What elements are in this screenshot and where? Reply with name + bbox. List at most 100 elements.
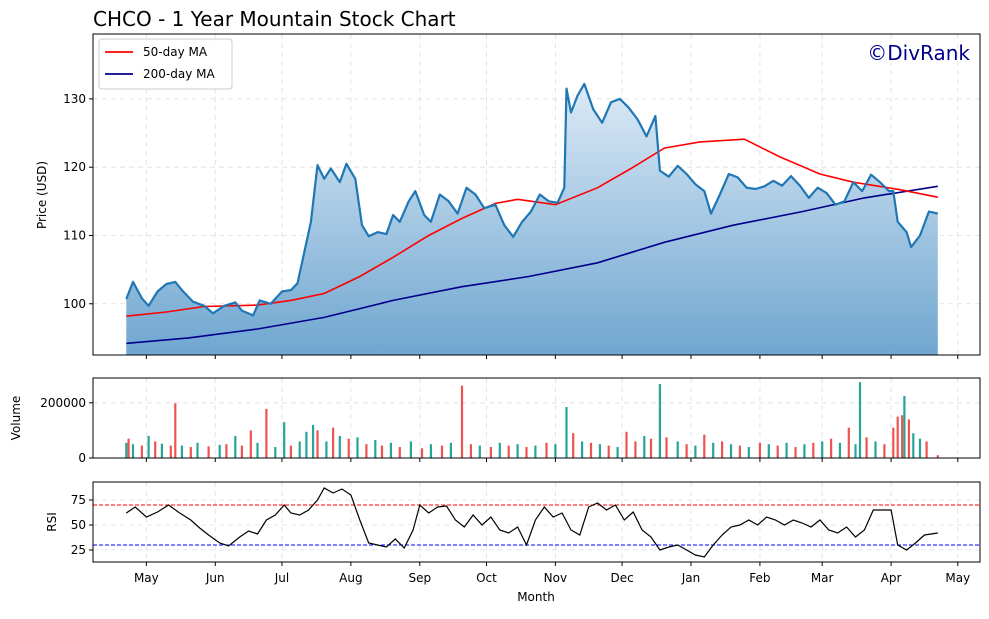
volume-bar — [274, 447, 277, 458]
y-tick-label: 130 — [63, 92, 86, 106]
volume-bar — [489, 447, 492, 458]
x-tick-label: Oct — [476, 571, 497, 585]
legend-label-ma50: 50-day MA — [143, 45, 208, 59]
volume-bar — [721, 441, 724, 458]
volume-bar — [389, 442, 392, 458]
volume-bar — [616, 447, 619, 458]
volume-bar — [665, 437, 668, 458]
volume-bar — [174, 403, 177, 458]
volume-bar — [785, 442, 788, 458]
volume-bar — [703, 434, 706, 458]
x-tick-label: Apr — [881, 571, 902, 585]
x-tick-label: May — [134, 571, 159, 585]
volume-bar — [249, 430, 252, 458]
legend-label-ma200: 200-day MA — [143, 67, 215, 81]
ma50-line — [126, 138, 938, 317]
volume-bar — [896, 416, 899, 458]
volume-bar — [305, 431, 308, 458]
chart-title: CHCO - 1 Year Mountain Stock Chart — [93, 7, 456, 31]
x-tick-label: May — [945, 571, 970, 585]
volume-bar — [625, 431, 628, 458]
volume-bar — [776, 445, 779, 458]
volume-bar — [607, 445, 610, 458]
price-panel-frame — [92, 33, 981, 356]
volume-bar — [883, 444, 886, 458]
x-tick-label: Aug — [339, 571, 362, 585]
volume-bar — [874, 441, 877, 458]
price-mountain-area — [126, 83, 938, 355]
volume-bar — [729, 444, 733, 458]
volume-bar — [738, 445, 741, 458]
x-tick-label: Jun — [205, 571, 225, 585]
volume-bar — [598, 444, 601, 458]
volume-bar — [821, 441, 824, 458]
rsi-y-label: RSI — [45, 512, 59, 532]
y-tick-label: 50 — [71, 518, 86, 532]
volume-bar — [316, 430, 319, 458]
volume-y-label: Volume — [9, 396, 23, 441]
volume-bar — [892, 427, 895, 458]
volume-bar — [225, 444, 228, 458]
volume-bar — [794, 447, 797, 458]
volume-bar — [545, 442, 548, 458]
volume-bar — [554, 444, 557, 458]
volume-bar — [498, 442, 501, 458]
volume-bar — [298, 441, 301, 458]
volume-bar — [154, 441, 157, 458]
volume-bar — [565, 407, 568, 458]
volume-bar — [469, 444, 472, 458]
volume-bar — [169, 445, 172, 458]
volume-bar — [865, 437, 868, 458]
volume-bar — [516, 444, 519, 458]
x-tick-label: Sep — [408, 571, 431, 585]
volume-bar — [712, 442, 715, 458]
volume-bar — [338, 435, 341, 458]
volume-bar — [694, 445, 697, 458]
volume-bar — [440, 445, 444, 458]
volume-bar — [147, 435, 150, 458]
x-axis-ticks: May Jun Jul Aug Sep Oct Nov Dec Jan Feb Mar Apr May — [134, 355, 970, 585]
y-tick-label: 110 — [63, 228, 86, 242]
volume-bar — [265, 408, 268, 458]
volume-bar — [572, 433, 575, 458]
x-tick-label: Jan — [681, 571, 701, 585]
volume-bar — [936, 455, 939, 458]
volume-bar — [581, 441, 584, 458]
volume-bar — [903, 395, 906, 458]
volume-bar — [847, 427, 850, 458]
volume-bar — [325, 441, 328, 458]
volume-bar — [398, 447, 401, 458]
x-axis-label: Month — [517, 590, 555, 604]
volume-bar — [685, 444, 688, 458]
volume-bar — [589, 442, 593, 458]
volume-bars — [125, 382, 939, 458]
volume-bar — [365, 444, 368, 458]
y-tick-label: 75 — [71, 493, 86, 507]
volume-bar — [196, 442, 199, 458]
volume-bar — [838, 442, 841, 458]
legend: 50-day MA 200-day MA — [98, 38, 233, 90]
volume-bar — [925, 441, 928, 458]
price-y-label: Price (USD) — [35, 161, 49, 229]
x-tick-label: Jul — [274, 571, 289, 585]
x-tick-label: Dec — [610, 571, 633, 585]
volume-bar — [180, 445, 183, 458]
volume-bar — [374, 440, 377, 458]
rsi-panel-frame — [92, 481, 981, 563]
y-tick-label: 25 — [71, 543, 86, 557]
price-line — [125, 82, 939, 317]
volume-bar — [429, 444, 432, 458]
volume-bar — [812, 442, 815, 458]
volume-bar — [380, 445, 384, 458]
volume-bar — [478, 445, 481, 458]
volume-bar — [649, 438, 653, 458]
volume-bar — [643, 435, 646, 458]
volume-bar — [234, 435, 237, 458]
volume-bar — [901, 415, 904, 458]
volume-bar — [854, 444, 857, 458]
volume-bar — [131, 444, 135, 458]
x-tick-label: Feb — [749, 571, 770, 585]
volume-bar — [409, 441, 412, 458]
